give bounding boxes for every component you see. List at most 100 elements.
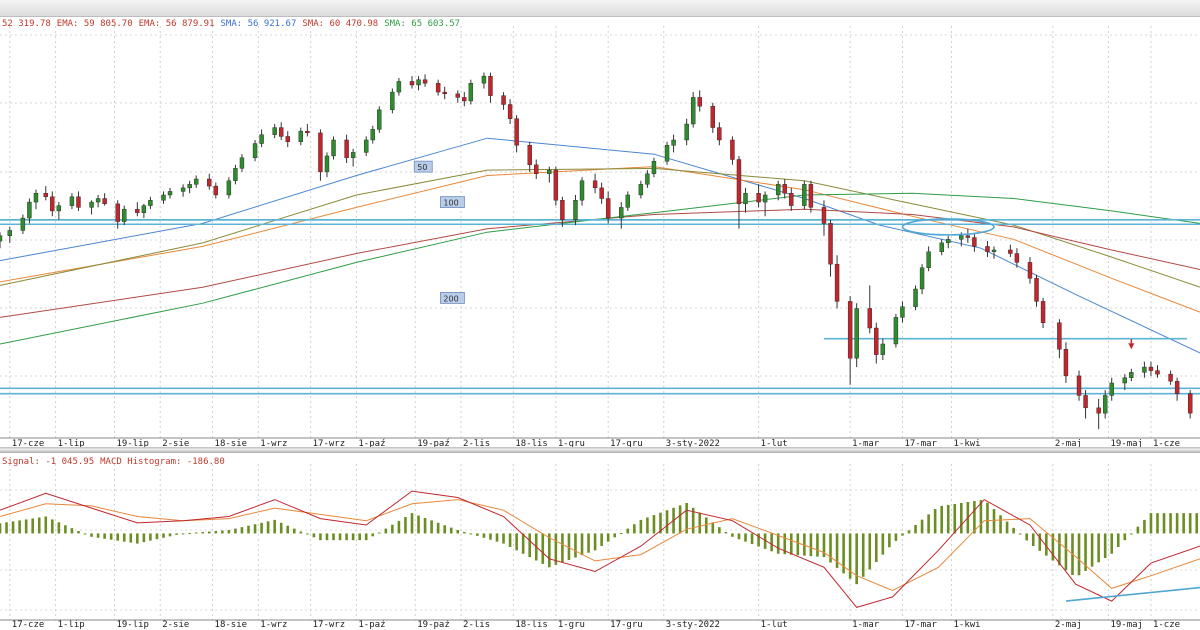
histogram-bar [515,533,518,551]
ma-label-box [413,160,433,173]
histogram-bar [606,533,610,542]
candle-body [481,75,487,84]
histogram-bar [960,502,963,534]
histogram-bar [122,533,126,542]
x-tick-label: 19-lip [116,620,149,630]
candle-body [207,178,212,187]
histogram-bar [1136,526,1140,534]
panel-splitter[interactable] [0,447,1200,453]
histogram-bar [561,533,564,563]
histogram-bar [763,533,767,549]
histogram-bar [83,533,87,535]
histogram-bar [953,503,957,534]
x-tick-label: 1-gru [558,620,585,630]
histogram-bar [345,533,348,541]
candle-body [56,205,62,212]
histogram-bar [489,533,492,540]
histogram-bar [1038,533,1042,551]
moving-average-line [0,137,1200,354]
histogram-bar [149,533,152,541]
histogram-bar [789,533,793,555]
candle-body [651,161,657,174]
histogram-bar [874,533,878,563]
moving-average-line [0,166,1200,313]
candle-body [7,230,13,236]
candle-body [102,198,107,205]
x-tick-label: 17-wrz [313,439,346,449]
candle-body [893,317,899,345]
candle-body [808,184,814,208]
candle-body [789,192,794,206]
candle-body [95,198,101,203]
histogram-bar [809,533,813,557]
histogram-bar [554,533,558,565]
candle-body [625,194,630,208]
candle-body [697,97,702,107]
candle-body [684,123,689,141]
candle-body [965,235,971,238]
histogram-bar [633,524,636,534]
price-chart[interactable]: 17-cze 1-lip 19-lip 2-sie 18-sie 1-wrz 17-wrz 1… [0,0,1200,450]
histogram-bar [397,520,401,534]
candle-body [76,196,81,208]
histogram-bar [11,521,15,534]
histogram-bar [868,533,872,570]
candle-body [867,308,872,329]
histogram-bar [338,533,342,541]
price-legend-item: SMA: 60 470.98 [302,19,379,29]
histogram-bar [129,533,133,543]
candle-body [560,200,565,221]
candle-body [1083,395,1088,409]
candle-body [1109,382,1114,396]
candle-body [991,249,997,252]
candle-body [27,201,32,219]
histogram-bar [430,520,433,534]
moving-average-line [0,192,1200,345]
histogram-bar [548,533,551,568]
histogram-bar [214,531,218,534]
histogram-bar [992,509,996,534]
histogram-bar [404,516,407,534]
histogram-bar [659,512,662,534]
histogram-bar [861,533,865,577]
candle-body [298,130,304,142]
histogram-bar [776,533,780,554]
histogram-bar [698,512,702,534]
histogram-bar [1045,533,1048,556]
candle-body [390,91,395,111]
histogram-bar [888,533,891,548]
candle-body [1148,366,1154,371]
histogram-bar [44,516,48,534]
histogram-bar [463,531,466,534]
histogram-bar [1058,533,1061,566]
histogram-bar [482,533,486,538]
histogram-bar [920,519,924,534]
candle-body [1063,349,1069,377]
candle-body [1040,301,1046,323]
candle-body [802,184,807,206]
candle-body [141,205,147,213]
candle-body [834,263,840,302]
histogram-bar [783,533,787,555]
candle-body [880,343,886,355]
candle-body [1008,249,1013,254]
histogram-bar [600,533,603,546]
histogram-bar [142,533,146,543]
histogram-bar [436,522,440,534]
histogram-bar [933,509,937,534]
candle-body [547,169,552,174]
candle-body [331,139,336,157]
x-tick-label: 18-lis [515,620,548,630]
x-tick-label: 2-sie [162,620,189,630]
histogram-bar [927,514,930,534]
candle-body [507,104,513,119]
candle-body [743,192,748,205]
candle-body [664,145,670,162]
candle-body [573,200,578,221]
histogram-bar [737,533,741,540]
histogram-bar [541,533,545,564]
histogram-bar [842,533,845,574]
x-tick-label: 3-sty-2022 [666,620,720,630]
histogram-bar [829,533,832,563]
